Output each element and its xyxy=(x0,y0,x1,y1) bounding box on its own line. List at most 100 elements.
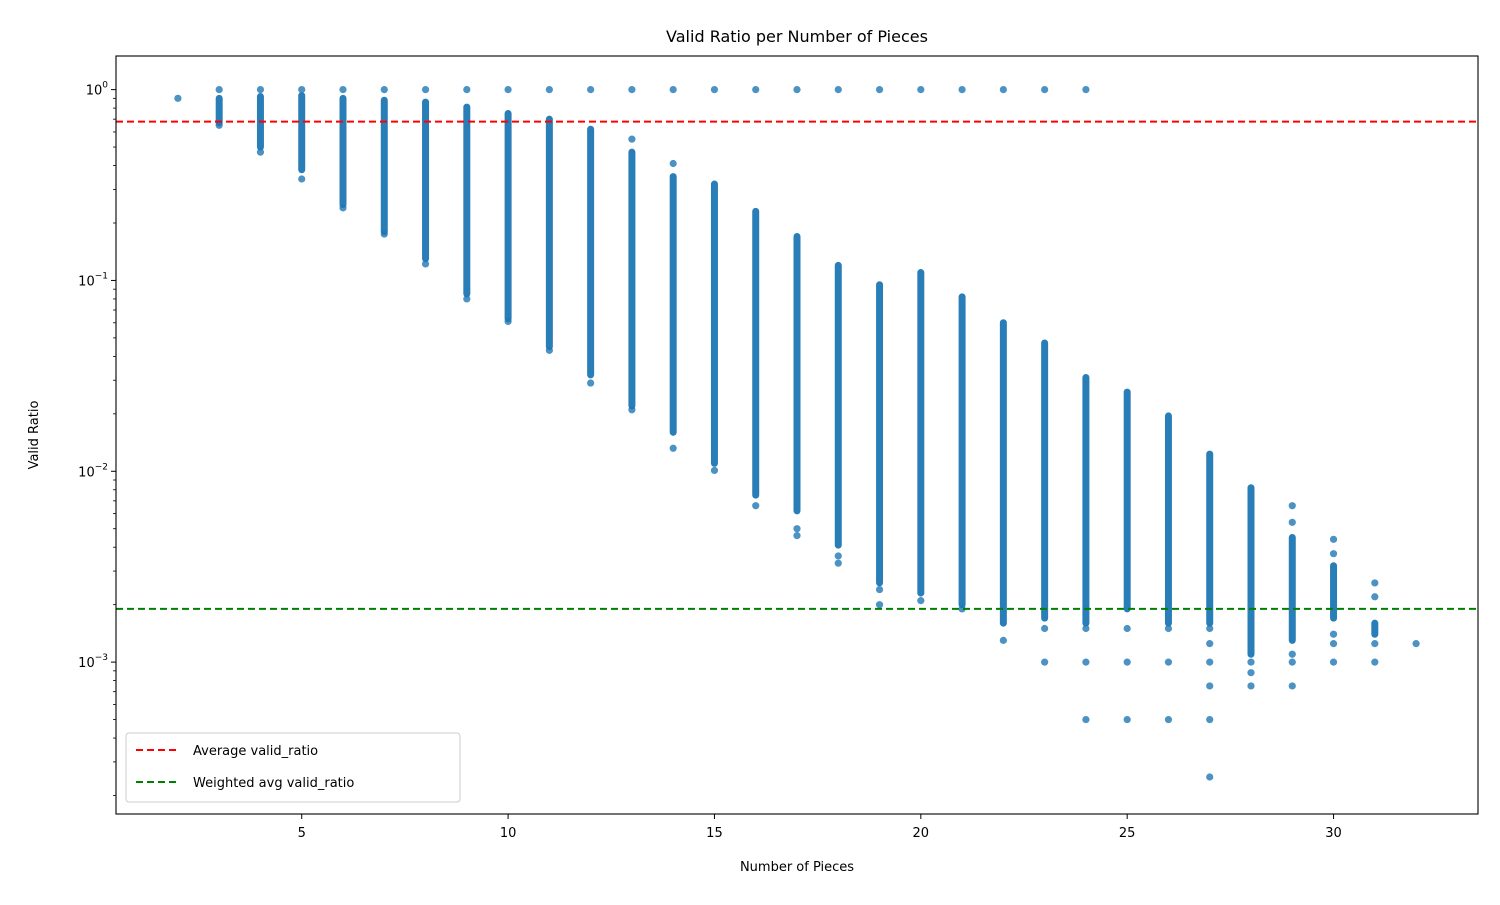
data-point xyxy=(834,86,842,94)
data-point xyxy=(1123,715,1131,724)
data-point xyxy=(1371,593,1379,601)
data-point xyxy=(1371,579,1379,587)
data-point xyxy=(1329,630,1338,638)
data-point xyxy=(339,204,347,212)
legend-label-weighted-average: Weighted avg valid_ratio xyxy=(193,776,354,791)
data-point xyxy=(1206,658,1214,666)
data-point xyxy=(545,346,553,354)
plot-area xyxy=(116,86,1478,781)
data-point xyxy=(1329,535,1338,543)
data-point xyxy=(298,86,306,94)
legend-label-average: Average valid_ratio xyxy=(193,744,318,759)
data-point xyxy=(710,466,719,475)
data-point xyxy=(793,532,801,540)
data-point xyxy=(1329,658,1338,666)
y-axis-label: Valid Ratio xyxy=(27,401,42,470)
data-point xyxy=(875,585,884,594)
data-point xyxy=(1247,669,1255,677)
data-point xyxy=(463,295,471,303)
data-point xyxy=(958,605,966,613)
data-point xyxy=(628,406,636,414)
data-point xyxy=(1041,624,1049,633)
x-tick-label: 5 xyxy=(298,826,306,841)
data-point xyxy=(1123,624,1131,633)
data-point xyxy=(1371,640,1379,648)
data-point xyxy=(421,86,430,94)
legend: Average valid_ratio Weighted avg valid_r… xyxy=(125,732,461,803)
data-point xyxy=(339,86,347,94)
data-point xyxy=(587,86,595,94)
data-point xyxy=(504,317,512,326)
data-point xyxy=(1164,715,1173,724)
data-point xyxy=(215,121,223,129)
data-point xyxy=(1247,682,1255,690)
data-point xyxy=(834,552,842,560)
data-point xyxy=(380,86,388,94)
data-point xyxy=(1206,640,1214,648)
data-point xyxy=(463,86,471,94)
data-point xyxy=(1206,624,1214,633)
data-point xyxy=(752,502,760,510)
data-point xyxy=(215,86,223,94)
y-tick-label: 10−2 xyxy=(78,462,108,480)
data-point xyxy=(710,86,719,94)
data-point xyxy=(1329,550,1338,558)
data-point xyxy=(875,601,884,609)
data-point xyxy=(1206,682,1214,690)
data-point xyxy=(999,636,1007,644)
data-point xyxy=(1164,624,1173,633)
data-point xyxy=(1082,86,1090,94)
data-point xyxy=(1164,658,1173,666)
legend-box xyxy=(125,732,461,803)
data-point xyxy=(1288,650,1296,658)
data-point xyxy=(1041,86,1049,94)
x-tick-label: 10 xyxy=(500,826,517,841)
x-tick-label: 25 xyxy=(1119,826,1136,841)
x-axis-label: Number of Pieces xyxy=(740,860,854,875)
data-point xyxy=(1123,658,1131,666)
x-tick-label: 15 xyxy=(706,826,723,841)
data-point xyxy=(999,86,1007,94)
data-point xyxy=(174,94,182,102)
x-tick-label: 30 xyxy=(1325,826,1342,841)
data-point xyxy=(1412,640,1420,648)
data-point xyxy=(421,260,430,268)
data-point xyxy=(1329,640,1338,648)
data-point xyxy=(669,444,677,452)
data-point xyxy=(380,230,388,238)
data-point xyxy=(504,86,512,94)
data-point xyxy=(917,597,925,605)
x-tick-label: 20 xyxy=(913,826,930,841)
data-point xyxy=(628,135,636,143)
data-point xyxy=(793,525,801,533)
data-point xyxy=(1288,658,1296,666)
data-point xyxy=(1082,715,1090,724)
chart-title: Valid Ratio per Number of Pieces xyxy=(666,27,928,46)
data-point xyxy=(917,86,925,94)
data-point xyxy=(669,159,677,168)
data-point xyxy=(669,86,677,94)
data-point xyxy=(752,86,760,94)
data-point xyxy=(1288,518,1296,526)
y-tick-label: 10−1 xyxy=(78,271,108,289)
data-point xyxy=(1288,502,1296,510)
data-point xyxy=(958,86,966,94)
data-point xyxy=(793,86,801,94)
data-point xyxy=(834,559,842,567)
axes-frame xyxy=(115,55,1479,815)
y-tick-label: 10−3 xyxy=(78,653,108,671)
data-point xyxy=(1206,715,1214,724)
y-tick-label: 100 xyxy=(86,81,109,99)
data-point xyxy=(1371,658,1379,666)
data-point xyxy=(875,86,884,94)
x-axis: 5 10 15 20 25 30 xyxy=(298,814,1342,841)
data-point xyxy=(1082,658,1090,666)
data-point xyxy=(1082,624,1090,633)
data-point xyxy=(587,379,595,387)
data-point xyxy=(1247,658,1255,666)
data-point xyxy=(545,86,553,94)
data-point xyxy=(628,86,636,94)
data-point xyxy=(298,175,306,183)
